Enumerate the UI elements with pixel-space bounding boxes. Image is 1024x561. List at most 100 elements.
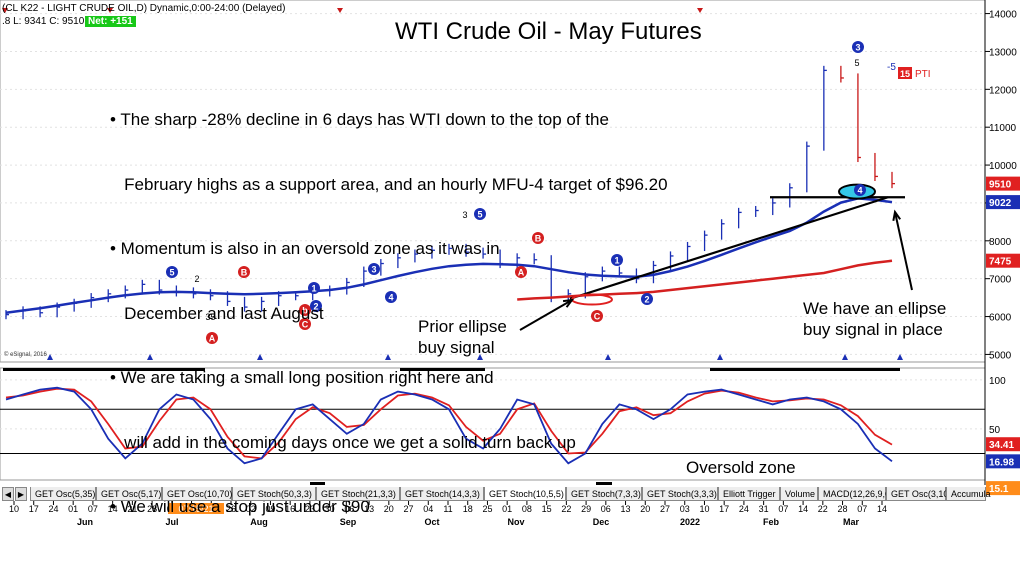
wave-label: 3 bbox=[205, 312, 210, 322]
date-tick-label: 17 bbox=[719, 504, 729, 514]
wave-label: C bbox=[302, 320, 309, 330]
net-change-badge: Net: +151 bbox=[85, 16, 136, 27]
indicator-tab[interactable]: GET Stoch(10,5,5) bbox=[484, 487, 566, 501]
cycle-marker bbox=[842, 354, 848, 360]
bullet-line: • We will use a stop just under $90 bbox=[110, 497, 370, 516]
wave-label-marker bbox=[206, 332, 218, 344]
price-badge: 9022 bbox=[989, 198, 1012, 209]
top-marker bbox=[697, 8, 703, 13]
date-tick-label: 01 bbox=[68, 504, 78, 514]
wave-label: 3 bbox=[371, 265, 376, 275]
highlight-date: 07/15/21 bbox=[178, 504, 213, 514]
tab-scroll-right-button[interactable]: ▶ bbox=[15, 487, 27, 501]
oscillator-fast-line bbox=[5, 386, 893, 465]
date-tick-label: 28 bbox=[147, 504, 157, 514]
wave-label-marker bbox=[299, 318, 311, 330]
indicator-tab[interactable]: GET Osc(5,17) bbox=[96, 487, 162, 501]
highlight-date-bg bbox=[168, 503, 224, 514]
date-tick-label: 27 bbox=[404, 504, 414, 514]
date-tick-label: 25 bbox=[482, 504, 492, 514]
chart-title: WTI Crude Oil - May Futures bbox=[395, 18, 702, 45]
commentary-bullets: • The sharp -28% decline in 6 days has W… bbox=[110, 66, 668, 561]
wave-label: 3 bbox=[462, 210, 467, 220]
indicator-tab[interactable]: GET Osc(3,10) bbox=[886, 487, 951, 501]
date-tick-label: 07 bbox=[857, 504, 867, 514]
date-tick-label: 02 bbox=[246, 504, 256, 514]
date-tick-label: 16 bbox=[285, 504, 295, 514]
osc-badge-bg bbox=[986, 454, 1020, 469]
cycle-marker bbox=[717, 354, 723, 360]
cycle-marker bbox=[47, 354, 53, 360]
prior-ellipse-annotation: Prior ellipse buy signal bbox=[418, 316, 507, 358]
tab-scroll-left-button[interactable]: ◀ bbox=[2, 487, 14, 501]
date-tick-label: 11 bbox=[443, 504, 452, 514]
top-marker bbox=[337, 8, 343, 13]
price-tick-label: 11000 bbox=[989, 123, 1017, 134]
date-tick-label: 21 bbox=[127, 504, 137, 514]
cycle-marker bbox=[385, 354, 391, 360]
date-tick-label: 06 bbox=[344, 504, 354, 514]
wave-label-marker bbox=[166, 266, 178, 278]
indicator-tab[interactable]: Accumula bbox=[946, 487, 991, 501]
indicator-tab[interactable]: Volume bbox=[780, 487, 818, 501]
wave-label-marker bbox=[852, 41, 864, 53]
wave-label-marker bbox=[385, 291, 397, 303]
indicator-tab[interactable]: GET Stoch(7,3,3) bbox=[566, 487, 642, 501]
indicator-tab[interactable]: GET Stoch(21,3,3) bbox=[316, 487, 400, 501]
price-badge: 9510 bbox=[989, 180, 1012, 191]
bullet-line: • We are taking a small long position ri… bbox=[110, 368, 494, 387]
wave-label: B bbox=[241, 268, 248, 278]
bullet-line: December and last August bbox=[110, 303, 324, 323]
wave-label: 5 bbox=[210, 312, 215, 322]
indicator-tab[interactable]: GET Stoch(50,3,3) bbox=[232, 487, 316, 501]
ellipse-signal-annotation: We have an ellipse buy signal in place bbox=[803, 298, 946, 340]
month-label: Oct bbox=[424, 517, 439, 527]
date-tick-label: 24 bbox=[48, 504, 58, 514]
wave-label: 1 bbox=[311, 284, 316, 294]
price-tick-label: 7000 bbox=[989, 275, 1012, 286]
wave-label: B bbox=[535, 234, 542, 244]
date-tick-label: 13 bbox=[621, 504, 631, 514]
price-tick-label: 14000 bbox=[989, 10, 1017, 21]
date-tick-label: 10 bbox=[9, 504, 19, 514]
annotation-line: Prior ellipse bbox=[418, 317, 507, 336]
wave-label-marker bbox=[368, 263, 380, 275]
wave-label: -5 bbox=[887, 62, 896, 73]
wave-label-marker bbox=[641, 293, 653, 305]
month-label: Sep bbox=[340, 517, 357, 527]
wave-label-marker bbox=[854, 184, 866, 196]
indicator-tab[interactable]: GET Osc(5,35) bbox=[30, 487, 96, 501]
osc-tick-label: 50 bbox=[989, 425, 1001, 436]
date-tick-label: 20 bbox=[384, 504, 394, 514]
date-tick-label: 24 bbox=[739, 504, 749, 514]
cycle-marker bbox=[147, 354, 153, 360]
indicator-tab[interactable]: GET Stoch(14,3,3) bbox=[400, 487, 484, 501]
annotation-line: We have an ellipse bbox=[803, 299, 947, 318]
date-tick-label: 26 bbox=[226, 504, 236, 514]
price-tick-label: 10000 bbox=[989, 161, 1017, 172]
price-chart[interactable]: 1400013000120001100010000900080007000600… bbox=[0, 0, 1024, 532]
session-bar bbox=[710, 368, 900, 371]
price-tick-label: 5000 bbox=[989, 350, 1012, 361]
date-tick-label: 27 bbox=[660, 504, 670, 514]
indicator-tab[interactable]: MACD(12,26,9,C) bbox=[818, 487, 895, 501]
price-badge-bg bbox=[986, 176, 1020, 191]
price-tick-label: 6000 bbox=[989, 313, 1012, 324]
date-tick-label: 22 bbox=[561, 504, 571, 514]
wave-label-marker bbox=[591, 310, 603, 322]
date-tick-label: 31 bbox=[759, 504, 769, 514]
indicator-tab[interactable]: GET Osc(10,70) bbox=[162, 487, 232, 501]
wave-label-marker bbox=[299, 304, 311, 316]
wave-label-marker bbox=[238, 266, 250, 278]
wave-label: 1 bbox=[614, 256, 619, 266]
wave-label-marker bbox=[611, 254, 623, 266]
wave-label-marker bbox=[474, 208, 486, 220]
indicator-tab[interactable]: GET Stoch(3,3,3) bbox=[642, 487, 718, 501]
annotation-line: buy signal in place bbox=[803, 320, 943, 339]
wave-label-marker bbox=[532, 232, 544, 244]
month-label: Nov bbox=[507, 517, 524, 527]
indicator-tab[interactable]: Elliott Trigger bbox=[718, 487, 780, 501]
month-label: Dec bbox=[593, 517, 610, 527]
cycle-marker bbox=[605, 354, 611, 360]
date-tick-label: 09 bbox=[265, 504, 275, 514]
